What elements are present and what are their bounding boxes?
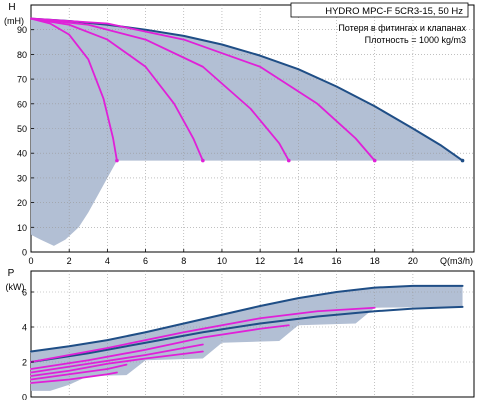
series-line-1-0 [30, 284, 464, 353]
legend-frame [290, 2, 469, 18]
head-xlabel: Q(m3/h) [440, 256, 473, 266]
xtick-label-2: 2 [67, 256, 72, 266]
power-ylabel: P [8, 268, 15, 279]
xtick-label-6: 6 [143, 256, 148, 266]
power-yunit: (kW) [6, 282, 25, 292]
ytick-label-1-0: 0 [22, 393, 27, 401]
ytick-label-0-60: 60 [17, 99, 27, 109]
xtick-label-18: 18 [370, 256, 380, 266]
series-line-1-6 [30, 363, 128, 381]
xtick-label-0: 0 [28, 256, 33, 266]
ytick-label-1-6: 6 [22, 288, 27, 298]
ytick-label-1-2: 2 [22, 358, 27, 368]
ytick-label-0-30: 30 [17, 173, 27, 183]
ytick-label-0-40: 40 [17, 149, 27, 159]
ytick-label-0-80: 80 [17, 50, 27, 60]
legend-line-1: Потеря в фитингах и клапанах [338, 23, 466, 33]
ytick-label-0-20: 20 [17, 198, 27, 208]
series-line-1-5 [30, 350, 204, 377]
power-chart: 0 2 4 6 [22, 270, 475, 403]
head-yunit: (mH) [4, 16, 24, 26]
series-line-0-3 [30, 17, 290, 162]
series-endpoint-0-2 [201, 158, 205, 163]
operating-area-0 [31, 18, 463, 246]
ytick-label-1-4: 4 [22, 323, 27, 333]
series-endpoint-0-0 [460, 158, 465, 163]
ytick-label-0-50: 50 [17, 124, 27, 134]
xtick-label-10: 10 [217, 256, 227, 266]
series-line-1-4 [30, 343, 204, 374]
series-endpoint-0-4 [372, 158, 377, 163]
series-line-1-1 [30, 305, 464, 363]
xtick-label-16: 16 [332, 256, 342, 266]
series-line-1-3 [30, 324, 290, 370]
legend-box: HYDRO MPC-F 5CR3-15, 50 Hz Потеря в фити… [290, 2, 469, 45]
ytick-label-0-90: 90 [17, 25, 27, 35]
ytick-label-0-10: 10 [17, 223, 27, 233]
ytick-label-0-70: 70 [17, 75, 27, 85]
series-line-0-2 [30, 17, 204, 162]
series-line-0-1 [30, 17, 118, 162]
series-line-1-7 [30, 371, 118, 384]
xtick-label-14: 14 [293, 256, 303, 266]
head-ylabel: H [8, 2, 15, 13]
series-endpoint-0-1 [115, 158, 119, 163]
head-chart: 0 10 20 30 40 50 60 70 80 90 0 2 4 6 8 10 12 14 16 18 20 [17, 4, 475, 266]
xtick-label-4: 4 [105, 256, 110, 266]
series-line-1-2 [30, 306, 376, 363]
series-endpoint-0-3 [286, 158, 291, 163]
legend-title: HYDRO MPC-F 5CR3-15, 50 Hz [325, 6, 463, 17]
legend-line-2: Плотность = 1000 kg/m3 [365, 35, 466, 45]
ytick-label-0-0: 0 [22, 248, 27, 258]
xtick-label-8: 8 [181, 256, 186, 266]
series-line-0-0 [30, 17, 464, 162]
xtick-label-12: 12 [255, 256, 265, 266]
series-line-0-4 [30, 17, 376, 162]
xtick-label-20: 20 [408, 256, 418, 266]
